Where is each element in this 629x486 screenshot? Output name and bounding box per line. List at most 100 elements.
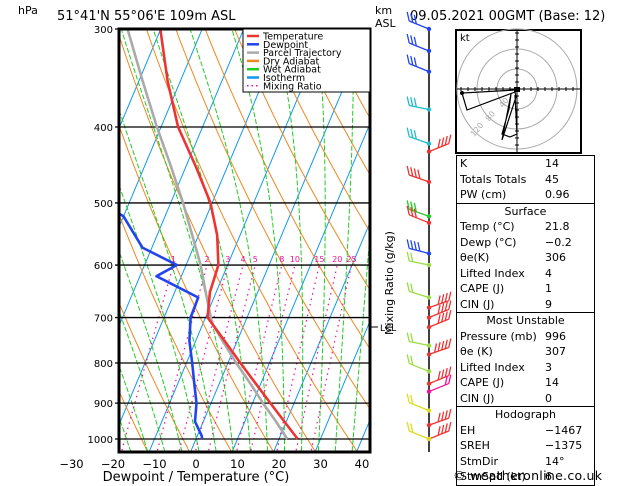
temperature-tick-label: 40 — [355, 457, 370, 471]
wind-level-dot — [426, 107, 432, 112]
stat-value: 307 — [545, 345, 566, 358]
mixing-ratio-label: 10 — [290, 255, 300, 264]
mixing-ratio-label: 2 — [204, 255, 209, 264]
stat-row: SREH −1375 — [457, 438, 594, 454]
temperature-line — [159, 29, 299, 440]
wet-adiabat-line — [119, 183, 200, 452]
wind-barb-feather — [410, 423, 414, 433]
pressure-tick-label: 1000 — [88, 435, 113, 446]
pressure-tick-label: 300 — [94, 25, 113, 36]
wind-barb-feather — [441, 424, 445, 435]
wind-barb-feather — [406, 200, 410, 210]
wet-adiabat-line — [119, 415, 132, 452]
dry-adiabat-line — [119, 301, 191, 452]
legend-box — [242, 28, 371, 93]
wind-barb-feather — [444, 367, 448, 378]
stat-value: 45 — [545, 172, 559, 186]
parcel-trajectory-line — [126, 29, 289, 440]
dry-adiabat-line — [234, 29, 370, 291]
stat-value: 9 — [545, 297, 552, 311]
temperature-tick-label: 10 — [230, 457, 245, 471]
wet-adiabat-line — [152, 29, 251, 452]
temperature-tick-label: −20 — [101, 457, 125, 471]
stat-value: 0.96 — [545, 188, 570, 201]
x-axis-label: Dewpoint / Temperature (°C) — [103, 470, 290, 485]
legend-label: Dry Adiabat — [263, 56, 320, 67]
dry-adiabat-line — [119, 33, 317, 452]
wind-barb-feather — [410, 283, 414, 293]
wind-barb-feather — [410, 128, 414, 139]
wind-barb-feather — [441, 294, 445, 304]
stats-panel: K 14 Totals Totals 45 PW (cm) 0.96 Surface … — [456, 155, 595, 486]
isotherm-line — [314, 319, 370, 452]
mixing-ratio-line — [178, 264, 229, 452]
wind-barb-feather — [444, 301, 448, 312]
stat-value: 4 — [545, 266, 552, 280]
wind-barb-feather — [406, 54, 410, 64]
wind-barbs-column — [406, 11, 452, 452]
wet-adiabat-line — [316, 29, 326, 452]
wind-barb-feather — [410, 394, 414, 405]
wind-barb-feather — [444, 375, 448, 386]
dry-adiabat-line — [601, 0, 629, 465]
mixing-ratio-line — [156, 264, 208, 452]
location-title: 51°41'N 55°06'E 109m ASL — [57, 9, 236, 24]
wet-adiabat-line — [0, 0, 102, 465]
stat-value: 3 — [545, 360, 552, 374]
stat-row-k: K 14 — [457, 156, 594, 172]
stat-label: θe (K) — [460, 345, 493, 358]
stat-label: Lifted Index — [460, 266, 525, 280]
stat-value: −1375 — [545, 439, 583, 452]
stat-value: −1467 — [545, 423, 583, 437]
mixing-ratio-label: 25 — [346, 255, 356, 264]
stat-row: Lifted Index 4 — [457, 266, 594, 282]
wet-adiabat-line — [119, 364, 149, 452]
mixing-ratio-line — [295, 264, 338, 452]
wind-barb-feather — [410, 252, 414, 262]
wind-barb-feather — [406, 332, 410, 342]
isotherm-line — [0, 0, 62, 465]
wind-barb-feather — [437, 342, 441, 352]
copyright-footer[interactable]: © weatheronline.co.uk — [453, 468, 603, 483]
mixing-ratio-line — [275, 264, 320, 452]
wind-barb-feather — [441, 303, 445, 313]
temperature-tick-label: 20 — [272, 457, 287, 471]
pressure-tick-label: 600 — [94, 261, 113, 272]
wind-barb-feather — [406, 421, 410, 432]
mixing-ratio-line — [207, 264, 256, 452]
temperature-tick-label: −30 — [59, 457, 83, 471]
stat-label: CIN (J) — [460, 391, 495, 405]
wind-barb-feather — [448, 366, 452, 376]
stat-value: 0 — [545, 391, 552, 405]
wind-barb-feather — [410, 35, 414, 45]
pressure-tick-label: 400 — [94, 123, 113, 134]
wind-barb-feather — [410, 201, 414, 211]
stat-row: Dewp (°C) −0.2 — [457, 235, 594, 251]
stat-value: 14° — [545, 454, 565, 468]
wind-barb-feather — [410, 97, 414, 107]
stat-value: 306 — [545, 251, 566, 264]
stat-value: −0.2 — [545, 235, 572, 249]
wind-barb-feather — [406, 11, 410, 22]
stat-row: θe (K) 307 — [457, 344, 594, 360]
stat-label: CAPE (J) — [460, 282, 505, 295]
stat-label: Lifted Index — [460, 360, 525, 374]
mixing-ratio-line — [310, 264, 353, 452]
stat-label: EH — [460, 423, 476, 437]
stat-label: Totals Totals — [460, 172, 527, 186]
temperature-tick-label: 0 — [192, 457, 199, 471]
stat-row: StmSpd (kt) 6 — [457, 469, 594, 485]
wind-barb-feather — [413, 130, 417, 140]
mixing-ratio-line — [194, 264, 244, 452]
wind-barb-feather — [406, 282, 410, 292]
wind-barb-feather — [444, 292, 448, 303]
mixing-ratio-label: 4 — [241, 255, 246, 264]
stat-row: CAPE (J) 1 — [457, 281, 594, 297]
isotherm-line — [231, 122, 370, 452]
legend-label: Temperature — [262, 32, 323, 43]
wind-barb-feather — [410, 207, 414, 217]
stat-value: 1 — [545, 282, 552, 295]
wind-barb-feather — [448, 374, 452, 384]
wind-barb-feather — [413, 14, 417, 25]
